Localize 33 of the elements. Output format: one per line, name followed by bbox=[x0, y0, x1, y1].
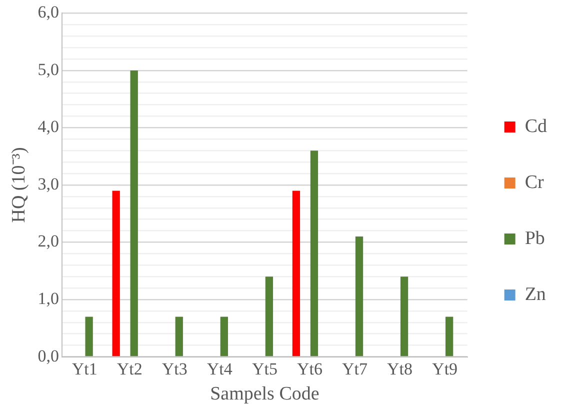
x-tick-label: Yt3 bbox=[162, 359, 188, 378]
y-tick-label: 4,0 bbox=[38, 117, 60, 136]
x-tick-label: Yt2 bbox=[116, 359, 142, 378]
bar bbox=[310, 150, 318, 356]
bar bbox=[220, 316, 228, 356]
y-axis-title: HQ (10⁻³) bbox=[8, 147, 30, 223]
x-axis-title: Sampels Code bbox=[210, 384, 320, 405]
bar bbox=[400, 276, 408, 356]
y-tick-label: 2,0 bbox=[38, 232, 60, 251]
legend-label: Cd bbox=[524, 116, 548, 137]
bar bbox=[85, 316, 93, 356]
bar bbox=[445, 316, 454, 356]
y-tick-label: 0,0 bbox=[38, 346, 60, 366]
bar bbox=[130, 70, 138, 356]
bar bbox=[355, 236, 364, 356]
y-tick-label: 1,0 bbox=[38, 289, 60, 308]
y-tick-label: 3,0 bbox=[38, 174, 60, 194]
y-tick-label: 6,0 bbox=[38, 2, 60, 22]
x-tick-label: Yt5 bbox=[252, 359, 278, 378]
x-tick-label: Yt6 bbox=[296, 359, 322, 378]
y-tick-label: 5,0 bbox=[38, 60, 60, 79]
x-tick-label: Yt9 bbox=[432, 359, 458, 378]
bar bbox=[265, 276, 274, 356]
x-tick-label: Yt7 bbox=[342, 359, 368, 378]
bar bbox=[175, 316, 183, 356]
bar bbox=[292, 190, 300, 356]
bar bbox=[112, 190, 120, 356]
legend-label: Zn bbox=[524, 284, 546, 305]
x-tick-label: Yt4 bbox=[206, 359, 233, 378]
legend-label: Pb bbox=[524, 228, 545, 249]
x-tick-label: Yt1 bbox=[72, 359, 98, 378]
legend-label: Cr bbox=[524, 172, 544, 193]
x-tick-label: Yt8 bbox=[387, 359, 413, 378]
